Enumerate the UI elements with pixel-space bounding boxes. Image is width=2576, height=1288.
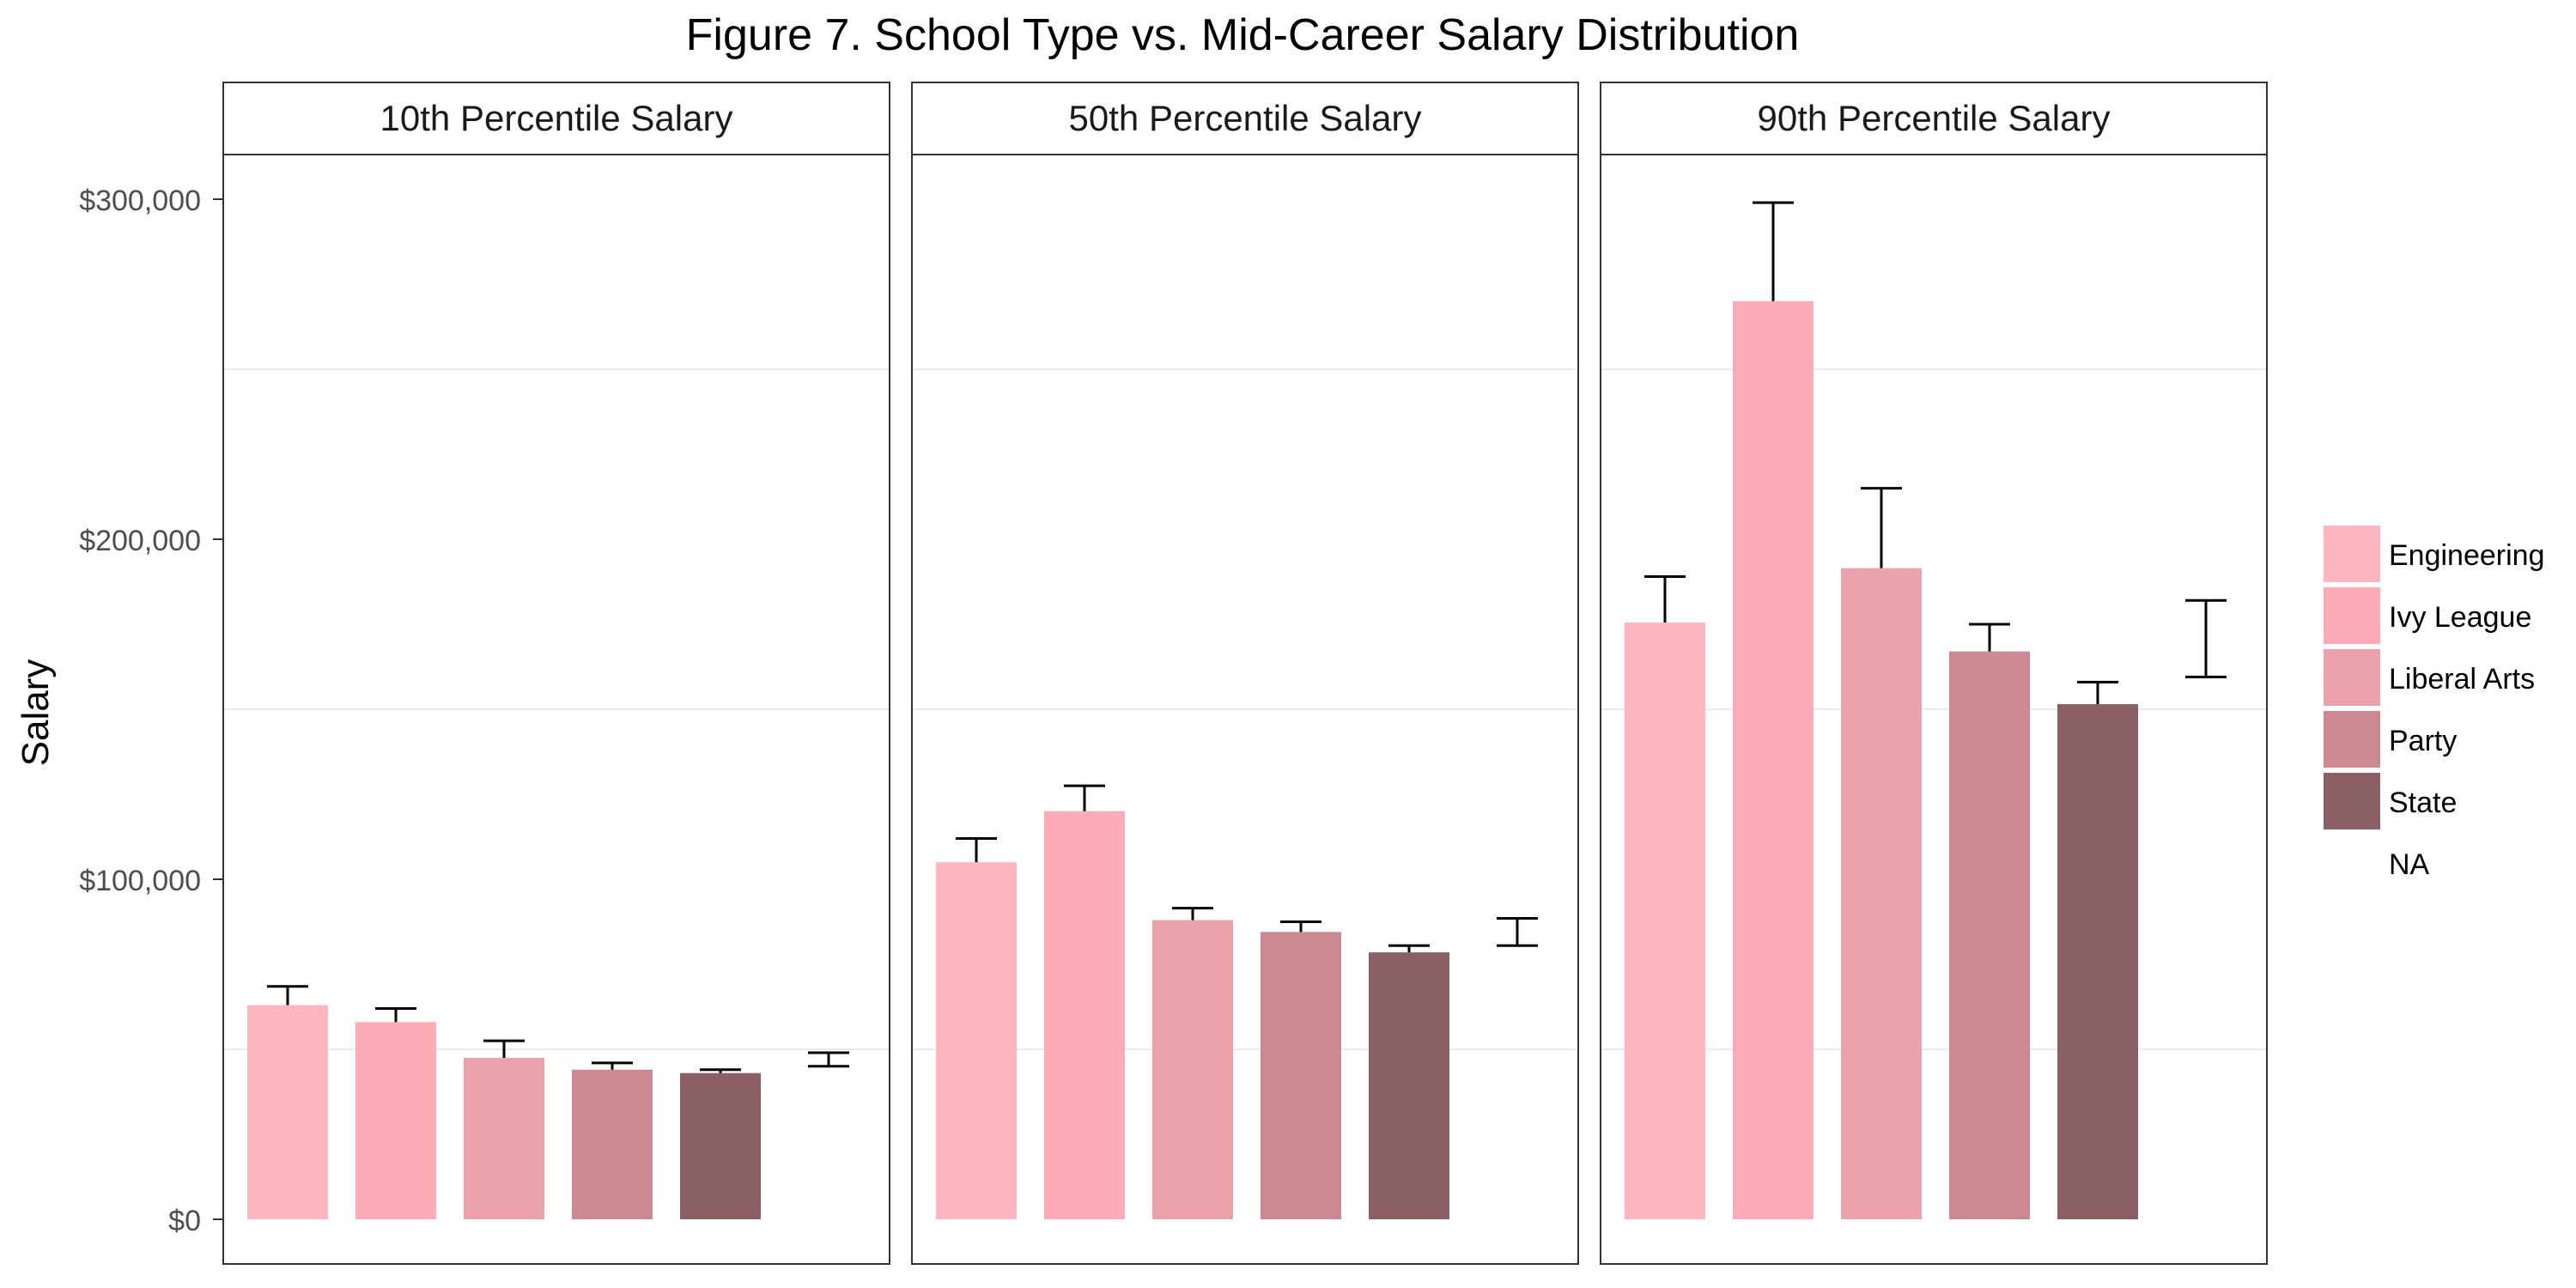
bar-party	[1949, 651, 2030, 1219]
bar-engineering	[1625, 623, 1705, 1219]
bar-ivy-league	[355, 1022, 436, 1219]
error-bar	[700, 1068, 741, 1073]
error-bar	[1280, 920, 1321, 933]
legend-label: Liberal Arts	[2389, 663, 2535, 696]
legend-key-liberal-arts	[2324, 649, 2380, 706]
bar-engineering	[936, 862, 1017, 1219]
error-bar	[2077, 680, 2118, 705]
legend-key-party	[2324, 711, 2380, 768]
facet-1: 10th Percentile Salary	[222, 82, 890, 1265]
legend-label: Party	[2389, 725, 2457, 757]
error-bar	[1497, 917, 1538, 947]
error-bar	[1861, 487, 1902, 568]
facet-3: 90th Percentile Salary	[1600, 82, 2268, 1265]
error-bar	[808, 1051, 849, 1068]
bar-party	[1261, 932, 1341, 1219]
panel-border	[1600, 154, 2268, 1265]
panel-border	[911, 154, 1579, 1265]
legend-label: State	[2389, 787, 2457, 819]
y-tick-label: $0	[168, 1205, 201, 1237]
y-tick-label: $300,000	[79, 185, 201, 217]
facet-strip	[1600, 82, 2268, 155]
y-axis-label: Salary	[15, 659, 57, 767]
error-bar	[2185, 598, 2227, 678]
facet-title: 50th Percentile Salary	[1069, 98, 1422, 138]
facet-title: 10th Percentile Salary	[380, 98, 733, 138]
bar-ivy-league	[1044, 811, 1125, 1219]
error-bar	[375, 1006, 416, 1023]
bar-state	[2057, 704, 2138, 1219]
error-bar	[1753, 201, 1794, 301]
error-bar	[592, 1061, 633, 1070]
bar-liberal-arts	[1841, 568, 1922, 1219]
facet-strip	[911, 82, 1579, 155]
legend-label: Engineering	[2389, 539, 2544, 572]
legend-label: Ivy League	[2389, 601, 2531, 634]
bar-liberal-arts	[1152, 920, 1233, 1219]
legend-label: NA	[2389, 848, 2430, 881]
bar-state	[1369, 952, 1449, 1219]
error-bar	[956, 836, 997, 863]
facet-strip	[222, 82, 890, 155]
legend: Engineering Ivy League Liberal Arts Party St…	[2324, 526, 2544, 881]
error-bar	[1064, 784, 1105, 811]
legend-key-engineering	[2324, 526, 2380, 582]
chart-title: Figure 7. School Type vs. Mid-Career Sal…	[686, 10, 1800, 60]
legend-key-state	[2324, 773, 2380, 829]
bar-ivy-league	[1733, 301, 1814, 1219]
y-tick-label: $200,000	[79, 525, 201, 557]
facets: 10th Percentile Salary 50th Percentile Sa…	[222, 82, 2268, 1265]
legend-key-ivy-league	[2324, 587, 2380, 644]
bar-engineering	[247, 1005, 328, 1219]
bar-state	[680, 1072, 761, 1219]
error-bar	[267, 985, 308, 1005]
facet-title: 90th Percentile Salary	[1758, 98, 2111, 138]
panel-border	[222, 154, 890, 1265]
error-bar	[1172, 907, 1213, 920]
error-bar	[1388, 944, 1430, 953]
bar-party	[572, 1069, 653, 1219]
error-bar	[483, 1039, 525, 1058]
y-tick-label: $100,000	[79, 865, 201, 897]
bar-liberal-arts	[464, 1057, 544, 1219]
error-bar	[1969, 623, 2010, 652]
facet-2: 50th Percentile Salary	[911, 82, 1579, 1265]
y-axis: $0 $100,000 $200,000 $300,000	[79, 185, 223, 1237]
error-bar	[1644, 575, 1686, 623]
